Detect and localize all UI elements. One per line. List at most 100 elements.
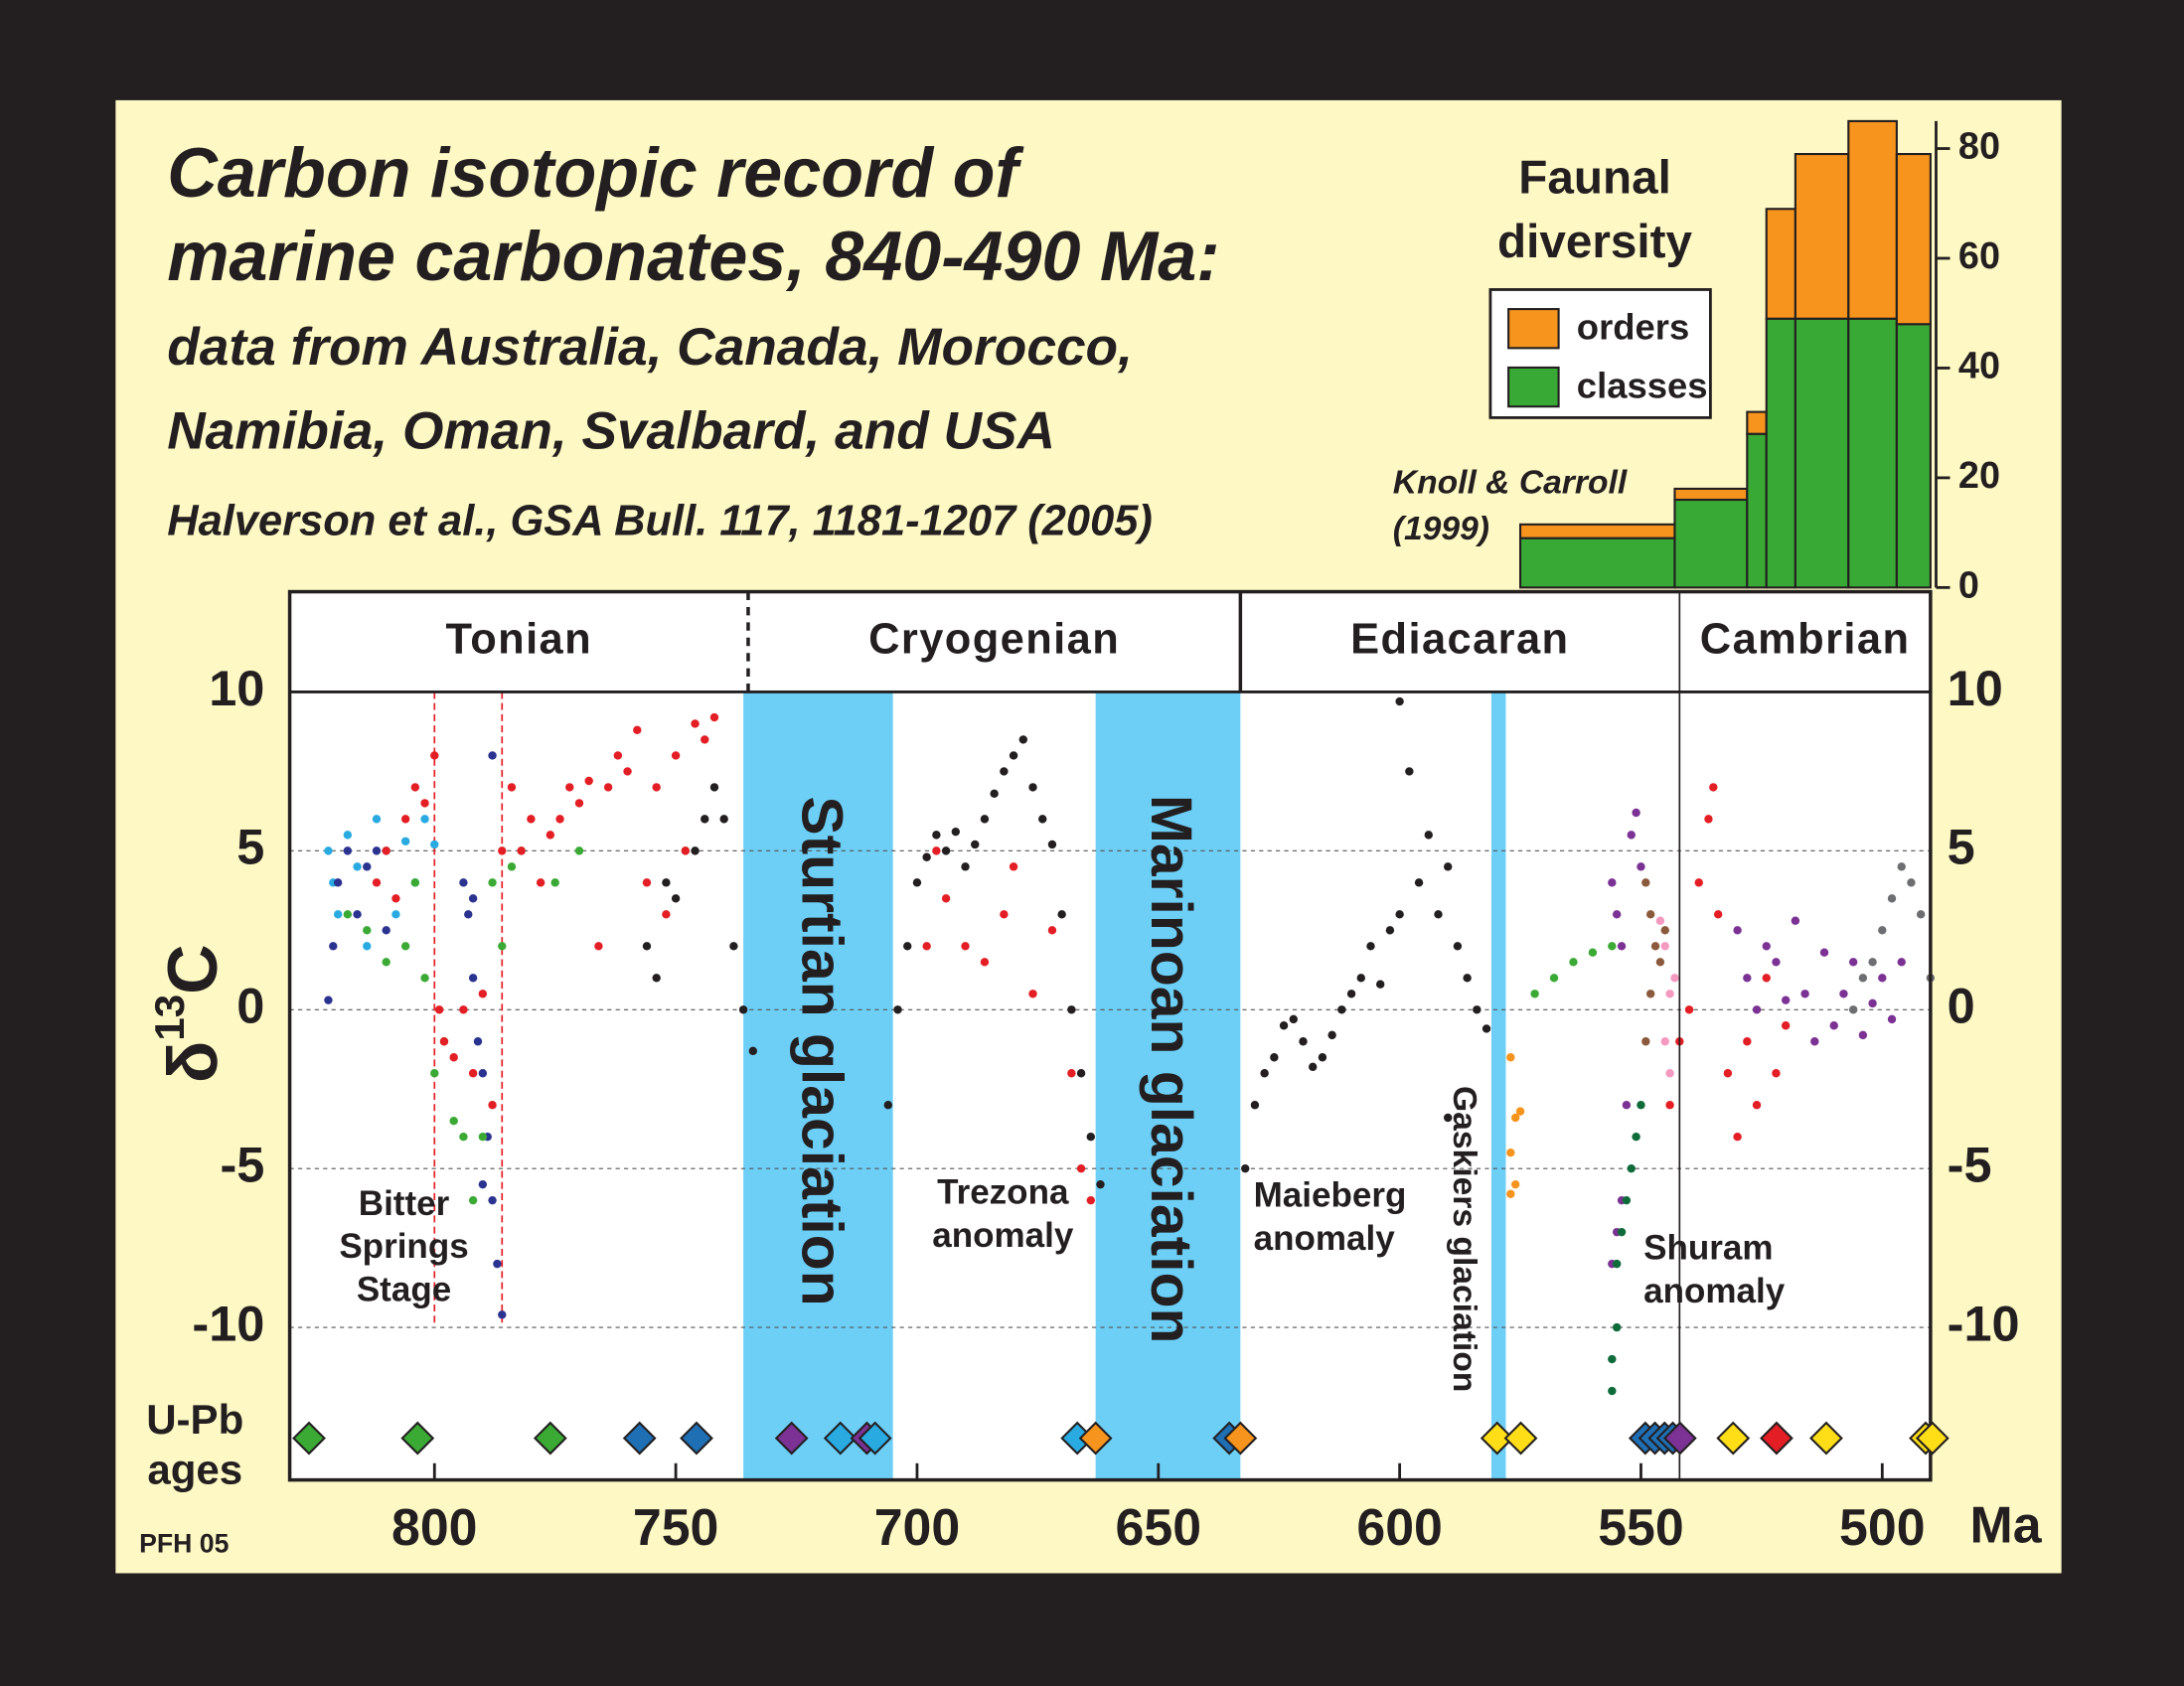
diversity-bar (1518, 536, 1676, 589)
data-point (1473, 1005, 1482, 1014)
glaciation-label: Gaskiers glaciation (1446, 1086, 1482, 1392)
diversity-bar (1765, 208, 1796, 320)
data-point (701, 735, 709, 744)
data-point (410, 878, 420, 887)
y-axis-label-part: δ (154, 1041, 232, 1083)
annotation: anomaly (932, 1216, 1074, 1255)
data-point (1781, 996, 1791, 1004)
data-point (1887, 1014, 1897, 1024)
data-point (372, 815, 382, 824)
data-point (584, 776, 593, 786)
data-point (1612, 910, 1622, 919)
data-point (382, 958, 390, 967)
annotation: Stage (357, 1271, 451, 1309)
data-point (478, 990, 488, 998)
u-pb-age (292, 1421, 326, 1456)
data-point (353, 910, 362, 919)
data-point (333, 878, 343, 887)
u-pb-age (823, 1421, 858, 1456)
diversity-tick-label: 60 (1958, 235, 2000, 277)
data-point (691, 846, 700, 855)
data-point (1670, 974, 1679, 983)
data-point (1704, 815, 1713, 824)
data-point (1356, 974, 1365, 983)
data-point (652, 783, 661, 792)
diversity-tick-label: 80 (1958, 126, 2000, 168)
data-point (1482, 1024, 1491, 1033)
data-point (391, 910, 400, 919)
data-point (372, 878, 382, 887)
data-point (1743, 1037, 1752, 1046)
data-point (1608, 1354, 1617, 1364)
diversity-tick-label: 0 (1958, 564, 1979, 606)
data-point (1665, 990, 1674, 998)
data-point (1743, 974, 1752, 983)
diversity-bar (1746, 432, 1768, 589)
subtitle: data from Australia, Canada, Morocco, (167, 318, 1133, 377)
data-point (1453, 942, 1463, 951)
data-point (517, 846, 526, 855)
data-point (1733, 926, 1742, 935)
data-point (951, 827, 961, 837)
data-point (1848, 958, 1858, 967)
data-point (1057, 910, 1066, 919)
data-point (333, 910, 343, 919)
data-point (1723, 1069, 1733, 1078)
data-point (1250, 1101, 1260, 1110)
data-point (1897, 862, 1906, 871)
data-point (382, 926, 390, 935)
data-point (1897, 958, 1906, 967)
data-point (353, 862, 362, 871)
data-point (488, 878, 497, 887)
data-point (1569, 958, 1578, 967)
data-point (701, 815, 709, 824)
data-point (400, 942, 410, 951)
diversity-title: diversity (1497, 216, 1692, 268)
data-point (430, 840, 439, 849)
data-point (1506, 1053, 1515, 1062)
data-point (1645, 910, 1655, 919)
diversity-bar (1765, 317, 1796, 589)
diversity-source: Knoll & Carroll (1393, 465, 1628, 502)
period-label: Tonian (445, 615, 592, 663)
data-point (1076, 1163, 1086, 1173)
data-point (464, 910, 473, 919)
data-point (642, 942, 652, 951)
data-point (343, 846, 353, 855)
data-point (1279, 1021, 1289, 1030)
u-pb-age (1809, 1421, 1843, 1456)
data-point (1028, 990, 1037, 998)
u-pb-age (680, 1421, 713, 1456)
data-point (1588, 948, 1598, 957)
data-point (990, 789, 999, 799)
diversity-bar (1794, 317, 1850, 589)
data-point (1366, 942, 1375, 951)
data-point (400, 815, 410, 824)
data-point (709, 783, 719, 792)
data-point (1641, 1037, 1650, 1046)
subtitle: Namibia, Oman, Svalbard, and USA (167, 401, 1055, 460)
annotation: Shuram (1643, 1229, 1773, 1268)
data-point (488, 751, 497, 760)
data-point (1637, 1101, 1645, 1110)
u-pb-age (1078, 1421, 1113, 1456)
data-point (1800, 990, 1809, 998)
x-tick-label: 600 (1356, 1498, 1443, 1556)
data-point (1612, 1322, 1622, 1332)
data-point (324, 996, 333, 1004)
data-point (546, 831, 555, 840)
data-point (1887, 894, 1897, 903)
annotation: Trezona (937, 1173, 1069, 1212)
data-point (971, 840, 980, 849)
plot-background-layer (289, 690, 1931, 1480)
diversity-bar (1518, 523, 1676, 539)
data-point (1791, 916, 1800, 925)
u-pb-label: U-Pb (146, 1396, 243, 1443)
data-point (468, 1195, 478, 1205)
data-point (1665, 1101, 1674, 1110)
u-pb-age (1480, 1421, 1514, 1456)
data-point (527, 815, 536, 824)
u-pb-age (774, 1421, 809, 1456)
annotation: Bitter (359, 1184, 450, 1223)
